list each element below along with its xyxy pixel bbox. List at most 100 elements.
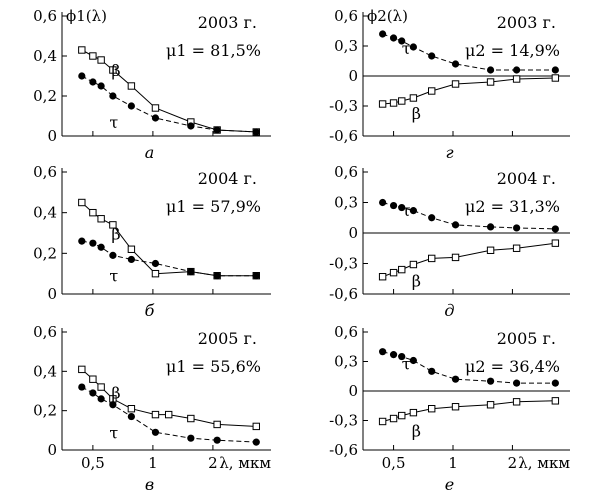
panel-1: 0,6 0,3 0 -0,3 -0,6 ϕ2(λ) 2003 г. μ2 = 14,9% г τ β bbox=[329, 7, 570, 162]
y-tick-label: 0,6 bbox=[334, 163, 358, 181]
data-point bbox=[78, 72, 86, 80]
axes bbox=[362, 168, 570, 295]
data-point bbox=[78, 237, 86, 245]
data-point bbox=[428, 87, 436, 95]
data-point bbox=[151, 269, 160, 278]
data-point bbox=[127, 102, 135, 110]
series-line bbox=[81, 75, 257, 133]
mu-annotation: μ1 = 81,5% bbox=[166, 41, 261, 60]
y-tick-label: 0 bbox=[47, 441, 57, 459]
data-point bbox=[398, 97, 406, 105]
series-line bbox=[81, 369, 257, 427]
series-line bbox=[382, 351, 556, 384]
data-point bbox=[512, 398, 521, 406]
y-tick-label: -0,3 bbox=[329, 97, 358, 115]
panel-sublabel: а bbox=[145, 143, 155, 162]
data-point bbox=[379, 30, 387, 38]
data-point bbox=[398, 37, 406, 45]
data-point bbox=[151, 104, 160, 112]
series-label: τ bbox=[402, 39, 411, 58]
y-tick-label: 0,2 bbox=[33, 87, 57, 105]
data-point bbox=[551, 225, 559, 233]
series-line bbox=[382, 33, 556, 71]
data-point bbox=[252, 438, 260, 446]
data-point bbox=[409, 94, 418, 102]
y-tick-label: -0,6 bbox=[329, 127, 358, 145]
data-point bbox=[551, 379, 559, 387]
x-tick-label: 2 bbox=[208, 454, 218, 472]
year-annotation: 2003 г. bbox=[497, 13, 556, 32]
data-point bbox=[389, 99, 398, 107]
panel-5: 0,6 0,3 0 -0,3 -0,6 0,5 1 2 λ, мкм 2005 г. μ2 = 36… bbox=[329, 323, 570, 494]
series-label: τ bbox=[109, 266, 118, 285]
series-label: τ bbox=[402, 201, 411, 220]
series-label: τ bbox=[109, 113, 118, 132]
series-label: τ bbox=[402, 354, 411, 373]
series-line bbox=[382, 400, 556, 422]
x-tick-label: 1 bbox=[448, 454, 458, 472]
panel-sublabel: б bbox=[145, 301, 155, 320]
data-point bbox=[513, 66, 521, 74]
data-point bbox=[409, 207, 417, 215]
y-tick-label: 0,3 bbox=[334, 37, 358, 55]
y-tick-label: 0,6 bbox=[334, 7, 358, 25]
data-point bbox=[428, 367, 436, 375]
data-point bbox=[451, 221, 460, 229]
y-tick-label: -0,6 bbox=[329, 441, 358, 459]
x-tick-label: 0,5 bbox=[382, 454, 406, 472]
data-point bbox=[252, 128, 260, 136]
mu-annotation: μ2 = 31,3% bbox=[465, 197, 560, 216]
data-point bbox=[213, 420, 221, 429]
data-point bbox=[78, 198, 86, 207]
y-tick-label: 0,6 bbox=[33, 163, 57, 181]
data-point bbox=[89, 78, 97, 86]
year-annotation: 2005 г. bbox=[497, 329, 556, 348]
data-point bbox=[109, 66, 117, 74]
series-beta: β bbox=[78, 365, 260, 431]
data-point bbox=[486, 66, 495, 74]
data-point bbox=[389, 34, 398, 42]
axes bbox=[61, 12, 271, 137]
axes bbox=[362, 328, 570, 451]
series-label: β bbox=[412, 422, 421, 441]
data-point bbox=[89, 389, 97, 397]
mu-annotation: μ1 = 57,9% bbox=[166, 197, 261, 216]
data-point bbox=[398, 411, 406, 420]
data-point bbox=[398, 265, 406, 274]
data-point bbox=[127, 405, 136, 413]
panel-4: 0 0,2 0,4 0,6 0,5 1 2 λ, мкм 2005 г. μ1 = 55,6% в β… bbox=[33, 323, 271, 494]
y-tick-label: 0 bbox=[348, 67, 358, 85]
data-point bbox=[109, 92, 117, 100]
x-axis-label: λ, мкм bbox=[518, 454, 570, 472]
data-point bbox=[451, 60, 460, 68]
series-tau: τ bbox=[379, 30, 559, 74]
series-label: β bbox=[111, 224, 120, 243]
data-point bbox=[378, 100, 387, 108]
axes bbox=[61, 328, 271, 451]
panel-sublabel: г bbox=[445, 143, 453, 162]
data-point bbox=[551, 239, 560, 247]
data-point bbox=[127, 82, 136, 90]
data-point bbox=[187, 414, 195, 423]
mu-annotation: μ2 = 36,4% bbox=[465, 357, 560, 376]
series-tau: τ bbox=[379, 198, 559, 233]
panel-2: 0 0,2 0,4 0,6 2004 г. μ1 = 57,9% б β τ bbox=[33, 163, 271, 320]
data-point bbox=[164, 410, 173, 419]
y-tick-label: 0,3 bbox=[334, 353, 358, 371]
x-axis-label: λ, мкм bbox=[219, 454, 271, 472]
y-tick-label: 0,6 bbox=[334, 323, 358, 341]
year-annotation: 2005 г. bbox=[198, 329, 257, 348]
data-point bbox=[512, 75, 521, 83]
data-point bbox=[151, 259, 160, 268]
data-point bbox=[551, 74, 560, 82]
data-point bbox=[451, 403, 460, 411]
year-annotation: 2004 г. bbox=[198, 169, 257, 188]
series-label: β bbox=[412, 104, 421, 123]
data-point bbox=[409, 43, 417, 51]
data-point bbox=[97, 395, 105, 403]
series-beta: β bbox=[378, 239, 560, 290]
data-point bbox=[389, 351, 398, 359]
axes bbox=[362, 12, 570, 137]
data-point bbox=[187, 434, 195, 442]
data-point bbox=[398, 203, 406, 212]
